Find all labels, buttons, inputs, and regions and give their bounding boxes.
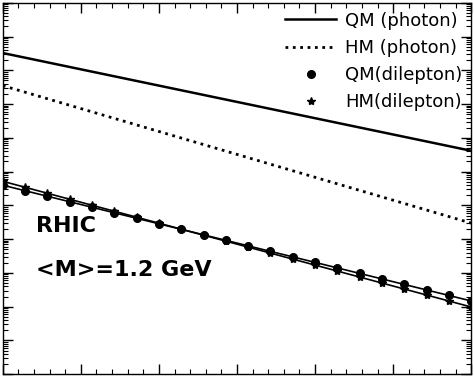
Legend: QM (photon), HM (photon), QM(dilepton), HM(dilepton): QM (photon), HM (photon), QM(dilepton), … (282, 8, 466, 115)
QM(dilepton) (0, 183, 6, 187)
HM (photon) (185, 138, 191, 143)
HM (photon) (338, 182, 344, 187)
QM(dilepton) (156, 222, 162, 226)
HM (photon) (468, 221, 474, 225)
QM (photon) (468, 149, 474, 153)
HM(dilepton) (0, 179, 6, 184)
HM(dilepton) (201, 233, 206, 238)
HM(dilepton) (290, 257, 296, 261)
Text: <M>=1.2 GeV: <M>=1.2 GeV (36, 260, 211, 280)
Line: HM(dilepton): HM(dilepton) (0, 177, 474, 311)
QM(dilepton) (468, 299, 474, 303)
HM(dilepton) (223, 239, 228, 244)
QM(dilepton) (223, 238, 228, 243)
HM(dilepton) (446, 299, 452, 303)
QM (photon) (56, 63, 62, 67)
QM(dilepton) (67, 199, 73, 204)
QM(dilepton) (335, 266, 340, 270)
QM (photon) (338, 121, 344, 126)
QM(dilepton) (379, 277, 385, 281)
HM(dilepton) (67, 197, 73, 202)
HM(dilepton) (22, 185, 28, 190)
Line: QM (photon): QM (photon) (3, 53, 471, 151)
QM(dilepton) (290, 254, 296, 259)
QM(dilepton) (134, 216, 139, 221)
QM (photon) (153, 83, 158, 87)
QM(dilepton) (178, 227, 184, 231)
QM(dilepton) (401, 282, 407, 287)
Text: RHIC: RHIC (36, 216, 96, 236)
QM (photon) (0, 51, 6, 55)
HM (photon) (0, 83, 6, 88)
HM(dilepton) (401, 287, 407, 291)
QM(dilepton) (45, 194, 50, 199)
QM(dilepton) (111, 210, 117, 215)
HM(dilepton) (312, 263, 318, 267)
QM(dilepton) (446, 293, 452, 298)
QM(dilepton) (357, 271, 363, 276)
HM(dilepton) (134, 215, 139, 219)
HM(dilepton) (45, 191, 50, 196)
HM(dilepton) (89, 203, 95, 207)
HM(dilepton) (357, 275, 363, 279)
HM (photon) (153, 128, 158, 133)
QM(dilepton) (312, 260, 318, 265)
HM(dilepton) (468, 305, 474, 309)
HM(dilepton) (156, 221, 162, 225)
QM (photon) (295, 112, 301, 117)
HM(dilepton) (178, 227, 184, 231)
QM(dilepton) (424, 288, 429, 292)
HM(dilepton) (424, 293, 429, 297)
HM (photon) (340, 183, 346, 188)
QM(dilepton) (89, 205, 95, 210)
HM(dilepton) (379, 281, 385, 285)
HM(dilepton) (246, 245, 251, 250)
HM (photon) (56, 100, 62, 104)
Line: HM (photon): HM (photon) (3, 86, 471, 223)
QM(dilepton) (246, 244, 251, 248)
HM(dilepton) (335, 269, 340, 273)
HM(dilepton) (268, 251, 273, 255)
HM (photon) (295, 170, 301, 175)
QM (photon) (185, 89, 191, 94)
QM(dilepton) (268, 249, 273, 254)
HM(dilepton) (111, 209, 117, 213)
QM(dilepton) (201, 233, 206, 237)
QM (photon) (340, 122, 346, 126)
QM(dilepton) (22, 188, 28, 193)
Line: QM(dilepton): QM(dilepton) (0, 181, 474, 305)
